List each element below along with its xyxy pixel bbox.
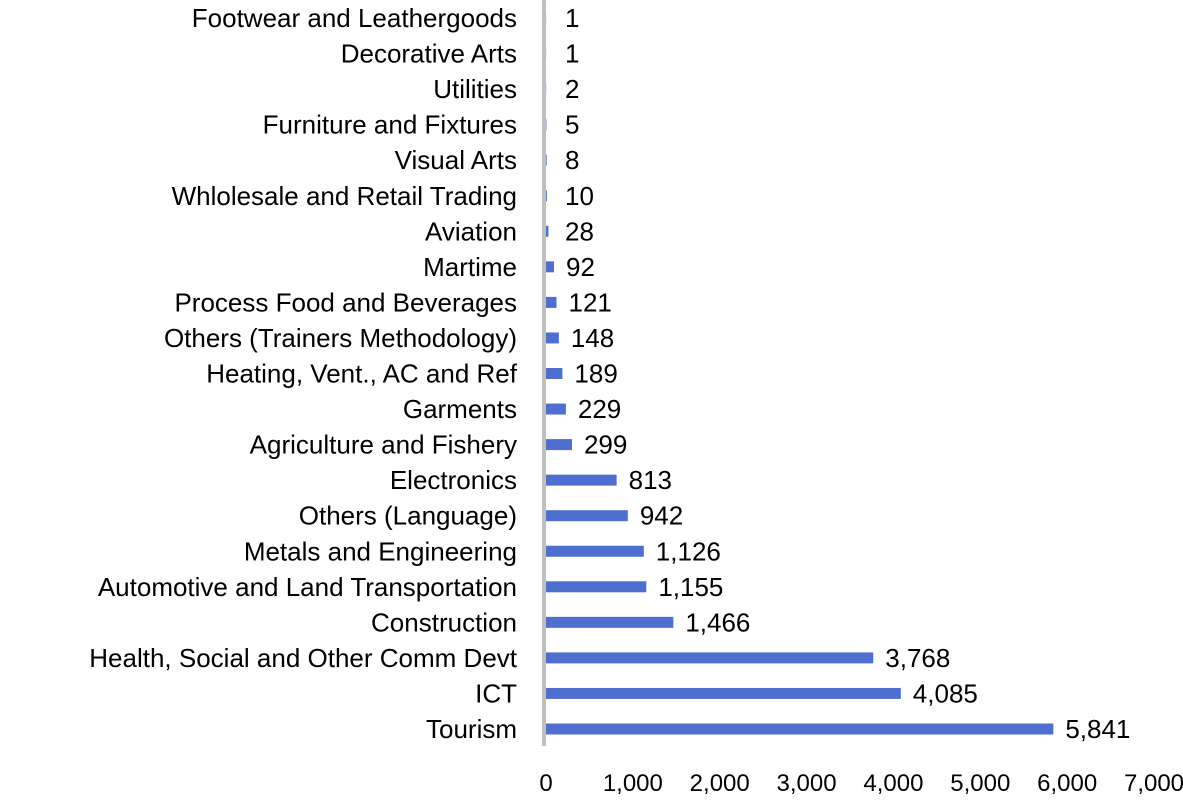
value-label: 28 [565,216,594,246]
category-label: Construction [371,607,517,637]
category-label: Aviation [425,216,517,246]
bar [546,616,674,628]
x-tick-label: 6,000 [1037,770,1097,797]
bar [546,403,566,415]
category-label: Visual Arts [395,145,517,175]
bar [546,545,644,557]
x-tick-label: 4,000 [863,770,923,797]
bar [546,581,647,593]
bar [546,368,563,379]
category-label: Electronics [390,465,517,495]
category-label: Decorative Arts [341,39,517,69]
bar [546,296,557,308]
bar [546,723,1054,735]
x-tick-labels-group: 0 1,000 2,000 3,000 4,000 5,000 6,000 7,000 [539,770,1183,797]
value-label: 3,768 [885,643,950,673]
value-label: 813 [629,465,672,495]
category-label: Health, Social and Other Comm Devt [89,643,518,673]
x-tick-label: 2,000 [690,770,750,797]
bar [546,510,628,522]
value-label: 1 [565,39,579,69]
value-label: 1,126 [656,536,721,566]
category-labels-group: Footwear and Leathergoods Decorative Arts… [89,3,518,744]
bar [546,439,572,451]
value-label: 1,466 [685,607,750,637]
value-label: 189 [574,359,617,389]
value-label: 942 [640,501,683,531]
category-label: Whlolesale and Retail Trading [172,181,517,211]
category-label: ICT [475,678,517,708]
value-label: 5,841 [1065,714,1130,744]
x-tick-label: 5,000 [950,770,1010,797]
value-label: 1,155 [658,572,723,602]
category-label: Martime [423,252,517,282]
bar [546,474,617,486]
value-label: 2 [565,74,579,104]
value-label: 121 [569,287,612,317]
category-label: Others (Trainers Methodology) [164,323,517,353]
value-label: 299 [584,430,627,460]
bars-group [546,12,1054,735]
category-label: Agriculture and Fishery [250,430,517,460]
bar [546,225,549,237]
category-label: Tourism [426,714,517,744]
category-label: Garments [403,394,517,424]
category-label: Metals and Engineering [244,536,517,566]
value-label: 5 [565,110,579,140]
category-label: Furniture and Fixtures [263,110,517,140]
x-tick-label: 3,000 [777,770,837,797]
value-label: 92 [566,252,595,282]
value-label: 4,085 [913,678,978,708]
category-label: Automotive and Land Transportation [98,572,517,602]
bar [546,190,547,202]
value-label: 10 [565,181,594,211]
category-label: Process Food and Beverages [174,287,517,317]
x-tick-label: 0 [539,770,552,797]
bar [546,154,547,166]
bar [546,687,901,699]
bar [546,261,554,273]
value-label: 1 [565,3,579,33]
value-label: 148 [571,323,614,353]
x-tick-label: 1,000 [603,770,663,797]
value-label: 8 [565,145,579,175]
bar [546,652,874,664]
category-label: Footwear and Leathergoods [192,3,517,33]
value-label: 229 [578,394,621,424]
category-label: Others (Language) [299,501,517,531]
category-label: Utilities [433,74,517,104]
bar [546,332,559,344]
category-label: Heating, Vent., AC and Ref [206,359,518,389]
x-tick-label: 7,000 [1124,770,1183,797]
